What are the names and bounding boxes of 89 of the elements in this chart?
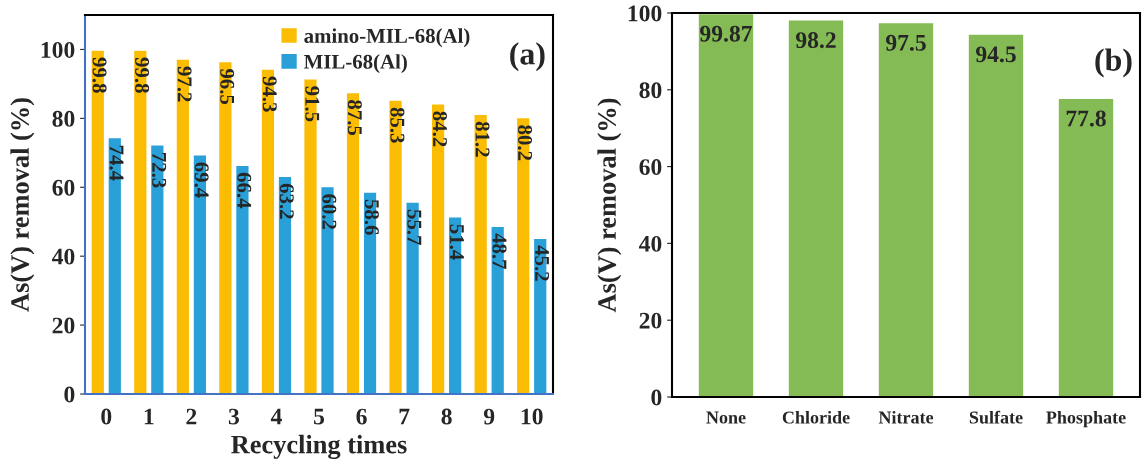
x-tick-label: 1 bbox=[144, 408, 154, 425]
data-label: 72.3 bbox=[152, 152, 167, 188]
x-tick-label: 8 bbox=[441, 408, 452, 425]
data-label: 51.4 bbox=[449, 224, 464, 260]
data-label: 97.2 bbox=[177, 66, 192, 102]
annotation: (a) bbox=[510, 42, 545, 72]
bar bbox=[217, 60, 233, 394]
data-label: 99.87 bbox=[700, 25, 752, 42]
x-tick-label: Phosphate bbox=[1046, 410, 1126, 428]
bar bbox=[515, 116, 531, 394]
bar bbox=[877, 21, 935, 397]
y-axis-title: As(V) removal (%) bbox=[10, 98, 35, 312]
y-tick-label: 60 bbox=[639, 159, 662, 176]
data-label: 99.8 bbox=[92, 57, 107, 93]
y-tick-label: 60 bbox=[52, 179, 75, 196]
y-axis-title: As(V) removal (%) bbox=[597, 98, 622, 313]
y-tick-label: 0 bbox=[64, 386, 75, 403]
bar bbox=[405, 201, 421, 394]
bar bbox=[320, 185, 336, 394]
data-label: 80.2 bbox=[517, 125, 533, 161]
data-label: 99.8 bbox=[135, 57, 150, 93]
bar bbox=[149, 144, 165, 394]
legend-label: MIL-68(Al) bbox=[304, 54, 407, 74]
bar bbox=[175, 58, 191, 394]
data-label: 94.3 bbox=[262, 76, 277, 112]
y-tick-label: 100 bbox=[628, 5, 662, 22]
x-tick-label: Sulfate bbox=[969, 410, 1023, 424]
data-label: 98.2 bbox=[795, 32, 836, 49]
data-label: 58.6 bbox=[364, 199, 379, 235]
bar bbox=[234, 164, 250, 394]
x-tick-label: 6 bbox=[356, 408, 367, 425]
x-tick-label: 5 bbox=[314, 408, 325, 425]
x-tick-label: 10 bbox=[521, 408, 543, 425]
bar bbox=[362, 191, 378, 394]
data-label: 77.8 bbox=[1066, 110, 1106, 127]
bar bbox=[1057, 97, 1115, 397]
bar bbox=[967, 33, 1025, 397]
x-tick-label: 0 bbox=[101, 408, 112, 425]
bar bbox=[132, 49, 148, 394]
bar bbox=[345, 91, 361, 394]
x-tick-label: 3 bbox=[228, 408, 239, 425]
y-tick-label: 0 bbox=[651, 389, 662, 406]
data-label: 48.7 bbox=[492, 233, 507, 270]
data-label: 60.2 bbox=[322, 194, 337, 230]
data-label: 66.4 bbox=[237, 172, 252, 209]
bar bbox=[473, 113, 489, 394]
bar bbox=[430, 103, 446, 394]
legend-label: amino-MIL-68(Al) bbox=[304, 28, 470, 48]
data-label: 94.5 bbox=[975, 46, 1016, 63]
x-axis-title: Recycling times bbox=[231, 434, 407, 459]
y-tick-label: 80 bbox=[639, 82, 662, 99]
y-tick-label: 100 bbox=[41, 41, 75, 58]
data-label: 74.4 bbox=[109, 145, 124, 181]
x-tick-label: 4 bbox=[270, 408, 282, 425]
x-tick-label: 9 bbox=[483, 408, 495, 425]
data-label: 96.5 bbox=[220, 68, 235, 105]
y-tick-label: 80 bbox=[52, 110, 75, 127]
bar bbox=[260, 68, 276, 394]
data-label: 91.5 bbox=[305, 86, 320, 122]
data-label: 81.2 bbox=[475, 121, 490, 157]
bar bbox=[302, 78, 318, 394]
y-tick-label: 20 bbox=[639, 312, 662, 329]
annotation: (b) bbox=[1095, 48, 1132, 78]
x-tick-label: Chloride bbox=[782, 410, 850, 424]
data-label: 84.2 bbox=[432, 111, 447, 147]
data-label: 45.2 bbox=[534, 245, 550, 281]
bar bbox=[388, 99, 404, 394]
y-tick-label: 40 bbox=[638, 235, 662, 252]
bar bbox=[107, 136, 123, 394]
bar bbox=[447, 216, 463, 394]
bar bbox=[697, 13, 755, 397]
bar bbox=[532, 237, 548, 394]
x-tick-label: 7 bbox=[399, 408, 410, 425]
data-label: 69.4 bbox=[194, 162, 209, 198]
x-tick-label: Nitrate bbox=[878, 410, 934, 424]
data-label: 55.7 bbox=[407, 209, 422, 245]
bar bbox=[490, 225, 506, 394]
bar bbox=[90, 49, 106, 394]
x-tick-label: None bbox=[706, 411, 746, 424]
bar bbox=[787, 19, 845, 397]
data-label: 63.2 bbox=[279, 183, 294, 219]
bar bbox=[192, 154, 208, 394]
y-tick-label: 20 bbox=[52, 317, 75, 334]
y-tick-label: 40 bbox=[51, 248, 75, 265]
x-tick-label: 2 bbox=[186, 408, 197, 425]
data-label: 85.3 bbox=[390, 107, 405, 143]
data-label: 87.5 bbox=[347, 100, 362, 136]
data-label: 97.5 bbox=[885, 34, 926, 51]
bar bbox=[277, 175, 293, 394]
